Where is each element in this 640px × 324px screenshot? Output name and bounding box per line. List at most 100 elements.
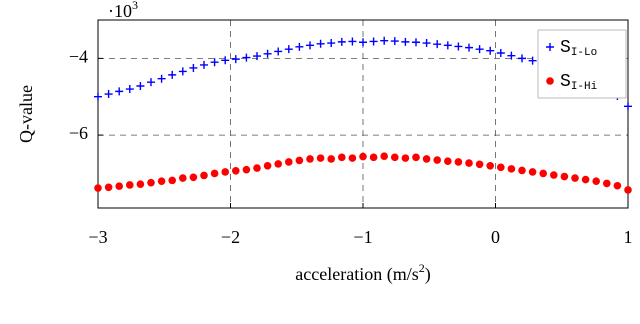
data-point	[306, 41, 314, 50]
data-point	[539, 169, 547, 178]
data-point	[380, 36, 389, 45]
data-point	[115, 87, 124, 96]
plot-frame	[97, 19, 629, 209]
data-point	[157, 177, 166, 185]
data-point	[221, 56, 230, 65]
data-point	[571, 174, 579, 182]
x-label-end: )	[425, 264, 431, 285]
data-point	[581, 175, 590, 184]
data-point	[359, 152, 367, 161]
data-point	[592, 177, 600, 185]
legend-label: SI-Lo	[560, 38, 597, 59]
data-point	[422, 39, 431, 48]
y-scale-base: ·10	[108, 1, 132, 21]
data-point	[200, 171, 208, 180]
x-tick-label: 0	[491, 227, 500, 247]
data-point	[518, 54, 526, 63]
data-point	[168, 176, 176, 185]
data-point	[274, 47, 283, 56]
data-point	[348, 37, 357, 46]
data-point	[518, 166, 526, 175]
legend-name: S	[560, 38, 571, 58]
data-point	[200, 60, 208, 69]
data-point	[475, 160, 484, 169]
data-point	[168, 70, 177, 79]
legend-sub: I-Lo	[571, 47, 597, 59]
data-point	[507, 51, 516, 60]
y-scale-label: ·103	[108, 0, 138, 21]
data-point	[496, 48, 505, 57]
data-point	[412, 153, 420, 162]
data-point	[454, 158, 463, 166]
x-label-main: acceleration (m/s	[295, 264, 418, 285]
data-point	[221, 168, 229, 176]
data-point	[391, 153, 399, 162]
legend-marker	[546, 77, 554, 85]
data-point	[528, 168, 537, 176]
data-point	[189, 63, 198, 72]
data-point	[253, 164, 261, 172]
data-point	[433, 40, 442, 49]
data-point	[507, 165, 516, 173]
data-point	[263, 49, 272, 58]
data-point	[104, 183, 113, 192]
data-point	[157, 74, 166, 83]
data-point	[369, 153, 378, 162]
data-point	[295, 156, 304, 165]
x-tick-label: −2	[221, 227, 240, 247]
data-point	[475, 45, 484, 54]
legend-name: S	[560, 72, 571, 92]
data-point	[210, 58, 219, 67]
data-point	[369, 37, 378, 46]
data-point	[359, 38, 367, 47]
y-axis-label: Q-value	[16, 85, 36, 143]
data-point	[263, 161, 272, 170]
data-point	[603, 179, 611, 188]
data-point	[550, 171, 558, 179]
data-point	[465, 159, 473, 167]
data-point	[422, 155, 431, 163]
data-point	[125, 85, 134, 94]
data-point	[497, 163, 505, 172]
data-point	[189, 173, 198, 182]
data-point	[433, 156, 442, 164]
data-point	[115, 182, 123, 190]
y-tick-label: −4	[69, 46, 88, 66]
data-point	[178, 67, 187, 76]
data-point	[390, 37, 399, 46]
data-point	[412, 38, 420, 47]
data-point	[443, 41, 452, 50]
data-point	[337, 37, 346, 46]
data-point	[147, 178, 155, 187]
y-tick-label: −6	[69, 123, 88, 143]
data-point	[295, 42, 304, 51]
data-point	[401, 154, 410, 162]
x-tick-label: 1	[624, 227, 633, 247]
legend-label: SI-Hi	[560, 72, 598, 93]
data-point	[285, 158, 293, 166]
data-point	[338, 153, 346, 162]
data-point	[274, 160, 283, 168]
data-point	[104, 90, 113, 99]
data-point	[306, 155, 314, 163]
legend-sub: I-Hi	[571, 81, 598, 93]
data-point	[327, 155, 336, 163]
data-point	[528, 56, 537, 65]
data-point	[147, 78, 155, 87]
data-point	[210, 169, 219, 178]
data-point	[348, 154, 357, 162]
data-point	[401, 37, 410, 46]
data-point	[444, 157, 452, 165]
data-point	[316, 154, 325, 162]
data-point	[486, 46, 495, 55]
data-point	[624, 186, 632, 194]
data-point	[486, 161, 495, 170]
data-point	[316, 39, 325, 48]
data-point	[253, 52, 261, 61]
data-point	[136, 81, 145, 90]
y-scale-exp: 3	[132, 0, 138, 12]
x-label-sup: 2	[419, 261, 425, 275]
data-point	[136, 180, 145, 189]
